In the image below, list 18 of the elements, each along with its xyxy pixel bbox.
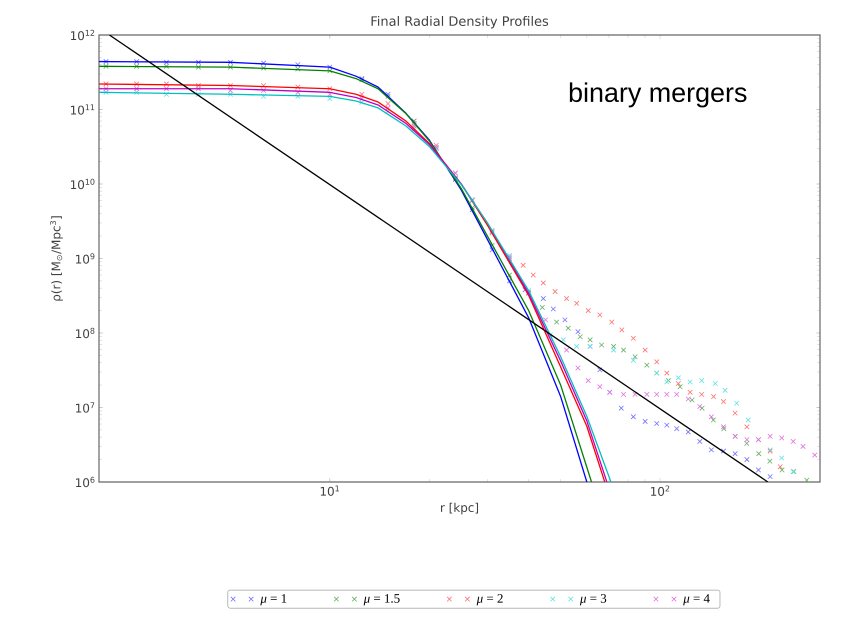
y-tick-label: 10$^{8}$	[76, 328, 94, 338]
x-tick-label: 10$^{2}$	[651, 486, 670, 496]
y-tick-label: 10$^{11}$	[70, 104, 94, 115]
legend-label: μ = 1	[260, 594, 286, 606]
chart-title: Final Radial Density Profiles	[372, 16, 548, 28]
annotation: binary mergers	[570, 82, 746, 108]
y-tick-label: 10$^{6}$	[76, 476, 94, 488]
y-tick-label: 10$^{12}$	[70, 30, 94, 40]
y-axis-title: ρ(r) [M$_{⊙}$/Mpc$^{3}$]	[50, 216, 63, 301]
y-tick-label: 10$^{9}$	[76, 253, 94, 264]
legend-label: μ = 2	[476, 594, 503, 606]
y-tick-label: 10$^{7}$	[76, 402, 94, 413]
legend-label: μ = 3	[580, 594, 606, 606]
y-tick-label: 10$^{10}$	[70, 178, 94, 190]
legend-label: μ = 4	[683, 594, 710, 606]
legend-label: μ = 1.5	[364, 594, 400, 606]
x-tick-label: 10$^{1}$	[320, 486, 339, 496]
x-axis-title: r [kpc]	[441, 502, 478, 514]
